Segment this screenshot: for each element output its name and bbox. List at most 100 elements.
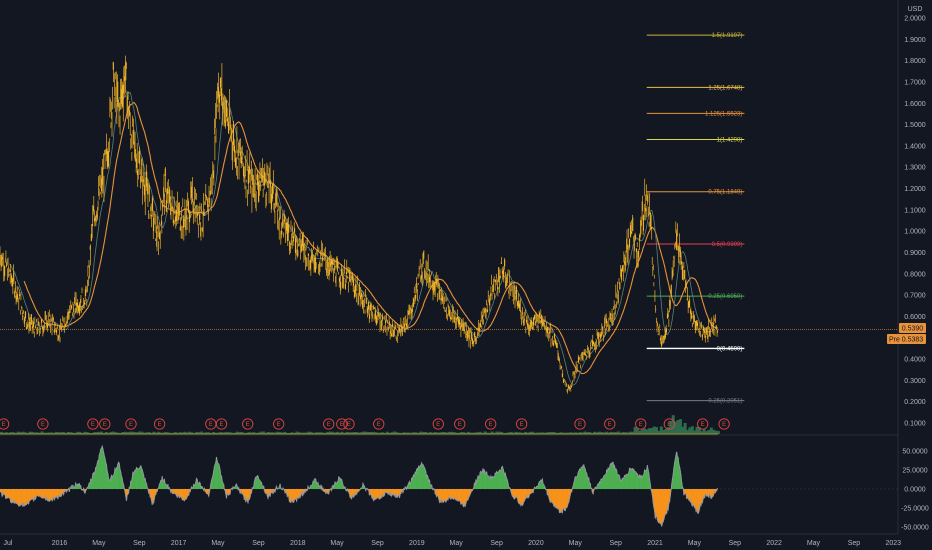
volume-bar	[281, 432, 285, 434]
volume-bar	[359, 432, 363, 434]
time-axis[interactable]: Jul 2016 May Sep 2017 May Sep 2018 May Sep 2019 May…	[4, 540, 902, 547]
volume-bar	[566, 432, 570, 434]
volume-bar	[366, 432, 370, 434]
earnings-marker[interactable]: E	[515, 418, 528, 430]
earnings-marker[interactable]: E	[604, 418, 616, 430]
volume-bar	[557, 432, 561, 434]
earnings-marker[interactable]: E	[697, 418, 709, 430]
earnings-marker[interactable]: E	[0, 418, 10, 430]
volume-bar	[185, 432, 189, 434]
volume-bar	[650, 428, 654, 434]
volume-bar	[333, 432, 337, 434]
volume-bar	[705, 431, 709, 434]
volume-bar	[538, 432, 542, 434]
volume-bar	[45, 432, 49, 434]
volume-bar	[469, 432, 473, 434]
volume-bar	[231, 432, 235, 434]
volume-bar	[40, 431, 44, 434]
volume-bar	[31, 431, 34, 434]
earnings-marker[interactable]: E	[215, 418, 228, 430]
price-tick-label: 1.1000	[904, 207, 926, 214]
volume-bar	[459, 432, 463, 434]
volume-bar	[326, 431, 330, 434]
volume-bar	[643, 428, 647, 434]
volume-bar	[47, 432, 51, 434]
price-tick-label: 0.9000	[904, 250, 926, 257]
volume-bar	[0, 431, 3, 434]
volume-bar	[402, 432, 406, 434]
oscillator-axis[interactable]: 50.0000 25.0000 0.0000 -25.0000 -50.0000	[901, 449, 929, 532]
volume-bar	[638, 430, 642, 434]
time-tick-label: 2021	[647, 540, 663, 547]
time-tick-label: Sep	[729, 540, 742, 547]
volume-bar	[73, 433, 77, 434]
volume-bar	[92, 432, 96, 434]
volume-bar	[481, 432, 485, 434]
volume-bar	[385, 431, 389, 434]
earnings-marker[interactable]: E	[125, 418, 137, 430]
volume-bar	[700, 431, 704, 434]
earnings-marker[interactable]: E	[432, 418, 444, 430]
volume-bar	[488, 432, 492, 434]
volume-bar	[273, 432, 277, 434]
volume-bar	[381, 432, 385, 434]
volume-bar	[323, 432, 327, 434]
volume-bar	[259, 431, 263, 434]
earnings-marker[interactable]: E	[343, 418, 355, 430]
earnings-marker[interactable]: E	[323, 418, 335, 430]
earnings-marker[interactable]: E	[273, 418, 285, 430]
time-tick-label: 2022	[766, 540, 782, 547]
volume-bar	[126, 432, 130, 434]
price-tick-label: 0.4000	[904, 357, 926, 364]
volume-bar	[505, 432, 508, 434]
earnings-marker[interactable]: E	[37, 418, 49, 430]
earnings-marker[interactable]: E	[242, 418, 254, 430]
price-tick-label: 1.2000	[904, 186, 926, 193]
earnings-marker[interactable]: E	[153, 418, 166, 430]
volume-bar	[223, 432, 227, 434]
price-tick-label: 0.8000	[904, 271, 926, 278]
prev-close-label: 0.5383	[902, 337, 924, 344]
volume-bar	[252, 432, 256, 434]
volume-bar	[562, 432, 566, 434]
price-axis[interactable]: 2.0000 1.9000 1.8000 1.7000 1.6000 1.5000 1.40…	[904, 16, 926, 428]
volume-bar	[200, 431, 204, 434]
volume-bar	[202, 432, 206, 434]
volume-bar	[400, 433, 404, 434]
fib-level-label: 1(1.4298)	[717, 138, 743, 144]
volume-bar	[674, 421, 678, 434]
volume-bar	[214, 432, 218, 434]
earnings-marker[interactable]: E	[663, 418, 675, 430]
volume-bar	[614, 432, 618, 434]
earnings-marker[interactable]: E	[87, 418, 99, 430]
volume-bar	[233, 432, 237, 434]
volume-bar	[69, 432, 73, 434]
earnings-marker[interactable]: E	[574, 418, 586, 430]
earnings-marker[interactable]: E	[454, 418, 466, 430]
earnings-marker[interactable]: E	[336, 418, 348, 430]
time-tick-label: Jul	[4, 540, 13, 547]
volume-bars	[0, 415, 720, 435]
volume-bar	[516, 432, 520, 434]
volume-bar	[347, 432, 351, 434]
volume-bar	[616, 431, 620, 434]
volume-bar	[421, 431, 425, 434]
volume-bar	[626, 432, 630, 434]
volume-bar	[714, 430, 718, 434]
earnings-marker[interactable]: E	[635, 418, 647, 430]
oscillator-pane[interactable]	[0, 444, 898, 527]
earnings-marker[interactable]: E	[485, 418, 497, 430]
earnings-marker[interactable]: E	[373, 418, 385, 430]
volume-bar	[354, 432, 358, 434]
earnings-marker[interactable]: E	[99, 418, 111, 430]
price-tick-label: 1.9000	[904, 37, 926, 44]
oscillator-line	[0, 444, 718, 527]
volume-bar	[631, 431, 635, 434]
volume-bar	[690, 426, 694, 434]
volume-bar	[247, 432, 251, 434]
price-pane[interactable]: 1.5(1.9197) 1.25(1.6748) 1.125(1.5523) 1(1.…	[0, 33, 898, 435]
last-price-tag: 0.5390	[899, 323, 926, 333]
volume-bar	[157, 431, 161, 434]
earnings-marker[interactable]: E	[718, 418, 730, 430]
